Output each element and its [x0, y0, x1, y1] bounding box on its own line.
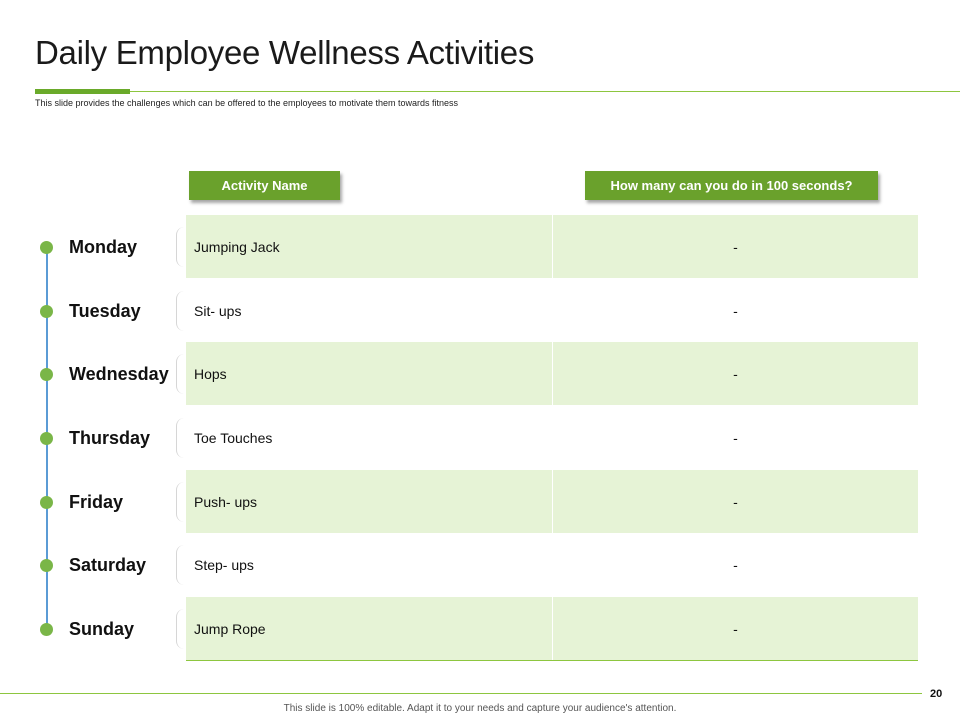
table-row: Wednesday Hops - [0, 342, 960, 405]
timeline-dot [40, 368, 53, 381]
row-brace [176, 291, 186, 331]
row-brace [176, 354, 186, 394]
day-label: Friday [69, 492, 124, 512]
row-brace [176, 482, 186, 522]
activity-cell: Jump Rope [186, 597, 552, 660]
count-cell: - [733, 303, 738, 319]
table-row: Thursday Toe Touches - [0, 406, 960, 469]
table-row: Sunday Jump Rope - [0, 597, 960, 660]
table-row: Tuesday Sit- ups - [0, 279, 960, 342]
count-cell: - [553, 215, 918, 278]
day-label: Wednesday [69, 364, 169, 384]
timeline-dot [40, 559, 53, 572]
count-cell: - [553, 342, 918, 405]
timeline-dot [40, 432, 53, 445]
row-brace [176, 418, 186, 458]
activity-cell: Hops [186, 342, 552, 405]
activity-cell: Sit- ups [194, 303, 242, 319]
count-header: How many can you do in 100 seconds? [585, 171, 878, 200]
day-label: Saturday [69, 555, 147, 575]
timeline-dot [40, 496, 53, 509]
timeline-dot [40, 623, 53, 636]
timeline-dot [40, 305, 53, 318]
page-subtitle: This slide provides the challenges which… [35, 98, 459, 108]
table-row: Saturday Step- ups - [0, 533, 960, 596]
day-label: Thursday [69, 428, 151, 448]
activity-cell: Step- ups [194, 557, 254, 573]
table-bottom-rule [186, 660, 918, 661]
row-brace [176, 545, 186, 585]
table-row: Monday Jumping Jack - [0, 215, 960, 278]
table-row: Friday Push- ups - [0, 470, 960, 533]
footer-rule [0, 693, 922, 694]
title-underline-accent [35, 89, 130, 94]
page-number: 20 [930, 688, 943, 700]
count-cell: - [733, 430, 738, 446]
title-underline [35, 91, 960, 92]
count-cell: - [553, 470, 918, 533]
activity-cell: Jumping Jack [186, 215, 552, 278]
timeline-dot [40, 241, 53, 254]
activity-cell: Toe Touches [194, 430, 273, 446]
activity-cell: Push- ups [186, 470, 552, 533]
page-title: Daily Employee Wellness Activities [35, 34, 535, 71]
day-label: Sunday [69, 619, 135, 639]
row-brace [176, 609, 186, 649]
footer-note: This slide is 100% editable. Adapt it to… [283, 703, 677, 714]
activity-name-header: Activity Name [189, 171, 340, 200]
count-cell: - [733, 557, 738, 573]
day-label: Tuesday [69, 301, 141, 321]
count-cell: - [553, 597, 918, 660]
row-brace [176, 227, 186, 267]
day-label: Monday [69, 237, 138, 257]
